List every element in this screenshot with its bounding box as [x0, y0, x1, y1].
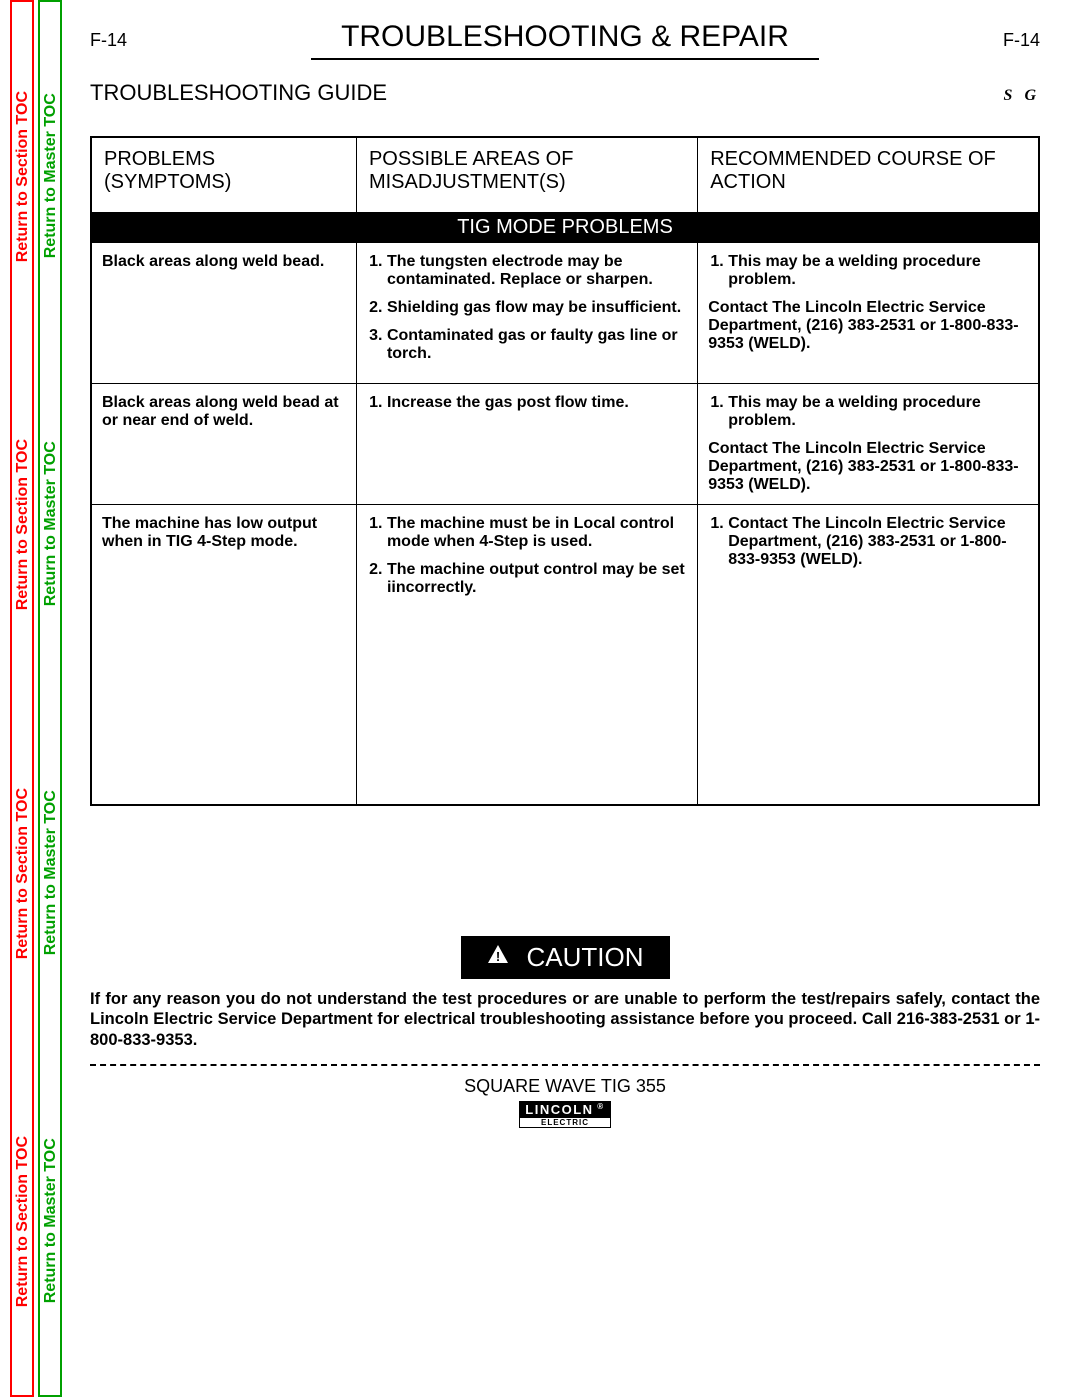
problem-cell: Black areas along weld bead.: [91, 243, 356, 384]
section-toc-tab[interactable]: Return to Section TOC Return to Section …: [10, 0, 34, 1397]
cause-item: The machine must be in Local control mod…: [387, 515, 687, 551]
col-header: PROBLEMS (SYMPTOMS): [91, 137, 356, 212]
troubleshooting-table: PROBLEMS (SYMPTOMS) POSSIBLE AREAS OF MI…: [90, 136, 1040, 806]
table-row: Black areas along weld bead. The tungste…: [91, 243, 1039, 384]
subtitle-right: S G: [1004, 87, 1040, 105]
caution-label-box: ! CAUTION: [461, 936, 670, 979]
col-header: RECOMMENDED COURSE OF ACTION: [698, 137, 1039, 212]
page-content: F-14 TROUBLESHOOTING & REPAIR F-14 TROUB…: [90, 20, 1040, 1130]
footer: SQUARE WAVE TIG 355 LINCOLN ® ELECTRIC: [90, 1076, 1040, 1130]
causes-cell: The machine must be in Local control mod…: [356, 505, 697, 805]
section-band: TIG MODE PROBLEMS: [91, 212, 1039, 243]
action-item: This may be a welding procedure problem.: [728, 394, 1028, 430]
master-toc-link[interactable]: Return to Master TOC: [40, 2, 60, 350]
section-label: TIG MODE PROBLEMS: [91, 212, 1039, 243]
subtitle-row: TROUBLESHOOTING GUIDE S G: [90, 80, 1040, 106]
action-cell: This may be a welding procedure problem.…: [698, 384, 1039, 505]
section-toc-link[interactable]: Return to Section TOC: [12, 350, 32, 698]
cause-item: The machine output control may be set ii…: [387, 561, 687, 597]
product-name: SQUARE WAVE TIG 355: [90, 1076, 1040, 1097]
dashed-separator: [90, 1064, 1040, 1066]
causes-cell: The tungsten electrode may be contaminat…: [356, 243, 697, 384]
lincoln-logo: LINCOLN ® ELECTRIC: [519, 1101, 610, 1128]
logo-bottom-text: ELECTRIC: [519, 1118, 610, 1128]
problem-cell: The machine has low output when in TIG 4…: [91, 505, 356, 805]
action-cell: Contact The Lincoln Electric Service Dep…: [698, 505, 1039, 805]
page-number-right: F-14: [1003, 30, 1040, 51]
table-header-row: PROBLEMS (SYMPTOMS) POSSIBLE AREAS OF MI…: [91, 137, 1039, 212]
caution-body: If for any reason you do not understand …: [90, 989, 1040, 1051]
master-toc-link[interactable]: Return to Master TOC: [40, 699, 60, 1047]
subtitle: TROUBLESHOOTING GUIDE: [90, 80, 387, 106]
svg-text:!: !: [495, 949, 499, 964]
table-row: Black areas along weld bead at or near e…: [91, 384, 1039, 505]
caution-section: ! CAUTION If for any reason you do not u…: [90, 936, 1040, 1131]
cause-item: Increase the gas post flow time.: [387, 394, 687, 412]
cause-item: Shielding gas flow may be insufficient.: [387, 299, 687, 317]
warning-icon: !: [487, 944, 509, 970]
main-title: TROUBLESHOOTING & REPAIR: [311, 20, 819, 60]
action-extra: Contact The Lincoln Electric Service Dep…: [708, 299, 1028, 353]
table-row: The machine has low output when in TIG 4…: [91, 505, 1039, 805]
master-toc-link[interactable]: Return to Master TOC: [40, 1047, 60, 1395]
action-item: Contact The Lincoln Electric Service Dep…: [728, 515, 1028, 569]
section-toc-link[interactable]: Return to Section TOC: [12, 699, 32, 1047]
section-toc-link[interactable]: Return to Section TOC: [12, 2, 32, 350]
side-tabs: Return to Section TOC Return to Section …: [10, 0, 62, 1397]
section-toc-link[interactable]: Return to Section TOC: [12, 1047, 32, 1395]
col-header: POSSIBLE AREAS OF MISADJUSTMENT(S): [356, 137, 697, 212]
cause-item: The tungsten electrode may be contaminat…: [387, 253, 687, 289]
problem-cell: Black areas along weld bead at or near e…: [91, 384, 356, 505]
page-number-left: F-14: [90, 30, 127, 51]
action-item: This may be a welding procedure problem.: [728, 253, 1028, 289]
master-toc-link[interactable]: Return to Master TOC: [40, 350, 60, 698]
action-extra: Contact The Lincoln Electric Service Dep…: [708, 440, 1028, 494]
caution-label: CAUTION: [527, 942, 644, 973]
master-toc-tab[interactable]: Return to Master TOC Return to Master TO…: [38, 0, 62, 1397]
action-cell: This may be a welding procedure problem.…: [698, 243, 1039, 384]
causes-cell: Increase the gas post flow time.: [356, 384, 697, 505]
logo-top-text: LINCOLN ®: [519, 1101, 610, 1118]
header-row: F-14 TROUBLESHOOTING & REPAIR F-14: [90, 20, 1040, 60]
cause-item: Contaminated gas or faulty gas line or t…: [387, 327, 687, 363]
